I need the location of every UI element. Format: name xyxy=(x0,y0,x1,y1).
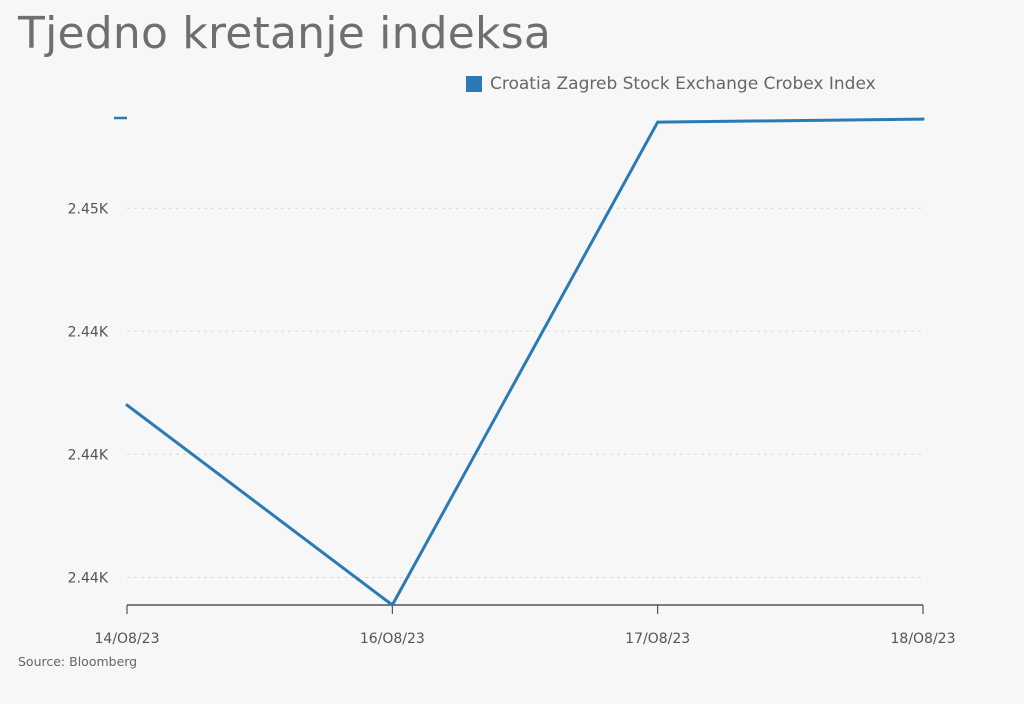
x-axis: 14/O8/23 16/O8/23 17/O8/23 18/O8/23 xyxy=(95,604,956,647)
data-point xyxy=(921,117,925,121)
data-point xyxy=(125,403,129,407)
x-tick-label: 16/O8/23 xyxy=(360,631,425,647)
series-line xyxy=(125,117,925,607)
y-tick-label: 2.44K xyxy=(68,447,109,463)
data-point xyxy=(390,603,394,607)
x-tick-label: 14/O8/23 xyxy=(95,631,160,647)
chart-title: Tjedno kretanje indeksa xyxy=(18,8,552,59)
y-tick-label: 2.45K xyxy=(68,201,109,217)
grid-lines xyxy=(127,207,923,578)
x-tick-label: 18/O8/23 xyxy=(891,631,956,647)
y-tick-label: 2.44K xyxy=(68,324,109,340)
series-lines xyxy=(125,117,925,607)
x-tick-label: 17/O8/23 xyxy=(625,631,690,647)
y-tick-label: 2.44K xyxy=(68,570,109,586)
chart-legend: Croatia Zagreb Stock Exchange Crobex Ind… xyxy=(466,74,876,94)
source-note: Source: Bloomberg xyxy=(18,654,138,669)
data-point xyxy=(656,120,660,124)
y-axis: 2.44K 2.44K 2.44K 2.45K xyxy=(68,116,127,586)
legend-swatch xyxy=(466,76,482,92)
legend-label: Croatia Zagreb Stock Exchange Crobex Ind… xyxy=(490,74,876,94)
